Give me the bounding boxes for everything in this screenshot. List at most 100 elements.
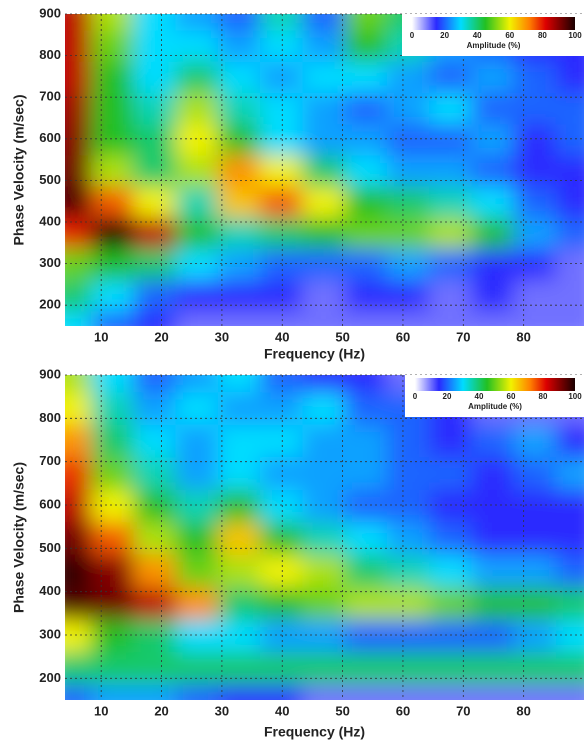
cell: [133, 455, 178, 490]
cell: [302, 309, 347, 326]
cell: [555, 585, 584, 620]
cell: [471, 422, 516, 458]
cell: [471, 278, 516, 312]
cell: [65, 487, 94, 523]
cell: [217, 184, 263, 218]
cell: [555, 184, 584, 218]
cell: [91, 122, 136, 156]
cell: [133, 650, 178, 685]
y-tick-label: 700: [39, 89, 61, 104]
x-tick-label: 50: [335, 703, 349, 718]
cell: [386, 184, 432, 218]
cell: [344, 585, 389, 620]
cell: [175, 215, 220, 249]
cell: [65, 247, 94, 281]
cell: [217, 28, 263, 62]
x-tick-label: 80: [516, 329, 530, 344]
colorbar-label: Amplitude (%): [467, 41, 521, 50]
cell: [65, 617, 94, 653]
cell: [260, 215, 305, 249]
cell: [133, 14, 178, 31]
cell: [471, 59, 516, 93]
cell: [91, 422, 136, 458]
cell: [302, 487, 347, 523]
cell: [302, 617, 347, 653]
cell: [471, 552, 516, 588]
cell: [513, 278, 558, 312]
cell: [133, 309, 178, 326]
cell: [65, 455, 94, 490]
y-tick-label: 200: [39, 297, 61, 312]
cell: [471, 650, 516, 685]
cell: [302, 390, 347, 425]
cell: [429, 682, 474, 700]
cell: [175, 309, 220, 326]
cell: [175, 617, 220, 653]
cell: [555, 422, 584, 458]
cell: [133, 59, 178, 93]
cell: [555, 59, 584, 93]
cell: [555, 278, 584, 312]
cell: [302, 682, 347, 700]
cell: [260, 14, 305, 31]
cell: [133, 184, 178, 218]
cell: [344, 309, 389, 326]
cell: [429, 59, 474, 93]
cell: [91, 585, 136, 620]
cell: [429, 585, 474, 620]
cell: [513, 520, 558, 555]
cell: [217, 650, 263, 685]
cell: [429, 91, 474, 125]
cell: [91, 487, 136, 523]
cell: [386, 520, 432, 555]
cell: [344, 422, 389, 458]
cell: [175, 14, 220, 31]
cell: [302, 650, 347, 685]
cell: [471, 215, 516, 249]
cell: [429, 153, 474, 187]
cell: [302, 455, 347, 490]
cell: [429, 184, 474, 218]
cell: [302, 520, 347, 555]
cell: [133, 153, 178, 187]
cell: [555, 455, 584, 490]
cell: [302, 375, 347, 393]
cell: [555, 682, 584, 700]
colorbar: [415, 378, 575, 391]
colorbar-tick-label: 20: [440, 31, 449, 40]
cell: [513, 91, 558, 125]
cell: [513, 215, 558, 249]
cell: [386, 153, 432, 187]
y-axis-label: Phase Velocity (m/sec): [11, 95, 27, 246]
cell: [65, 650, 94, 685]
cell: [65, 278, 94, 312]
cell: [175, 91, 220, 125]
x-tick-label: 80: [516, 703, 530, 718]
cell: [175, 585, 220, 620]
cell: [175, 552, 220, 588]
cell: [175, 650, 220, 685]
cell: [513, 650, 558, 685]
cell: [386, 247, 432, 281]
cell: [91, 390, 136, 425]
cell: [65, 91, 94, 125]
cell: [513, 309, 558, 326]
cell: [344, 682, 389, 700]
cell: [429, 552, 474, 588]
cell: [175, 278, 220, 312]
cell: [133, 375, 178, 393]
cell: [65, 153, 94, 187]
cell: [302, 59, 347, 93]
x-tick-label: 20: [154, 329, 168, 344]
cell: [386, 650, 432, 685]
colorbar-tick-label: 80: [538, 31, 547, 40]
cell: [386, 215, 432, 249]
cell: [555, 520, 584, 555]
cell: [133, 520, 178, 555]
cell: [217, 682, 263, 700]
cell: [344, 91, 389, 125]
cell: [429, 215, 474, 249]
cell: [217, 14, 263, 31]
cell: [344, 455, 389, 490]
